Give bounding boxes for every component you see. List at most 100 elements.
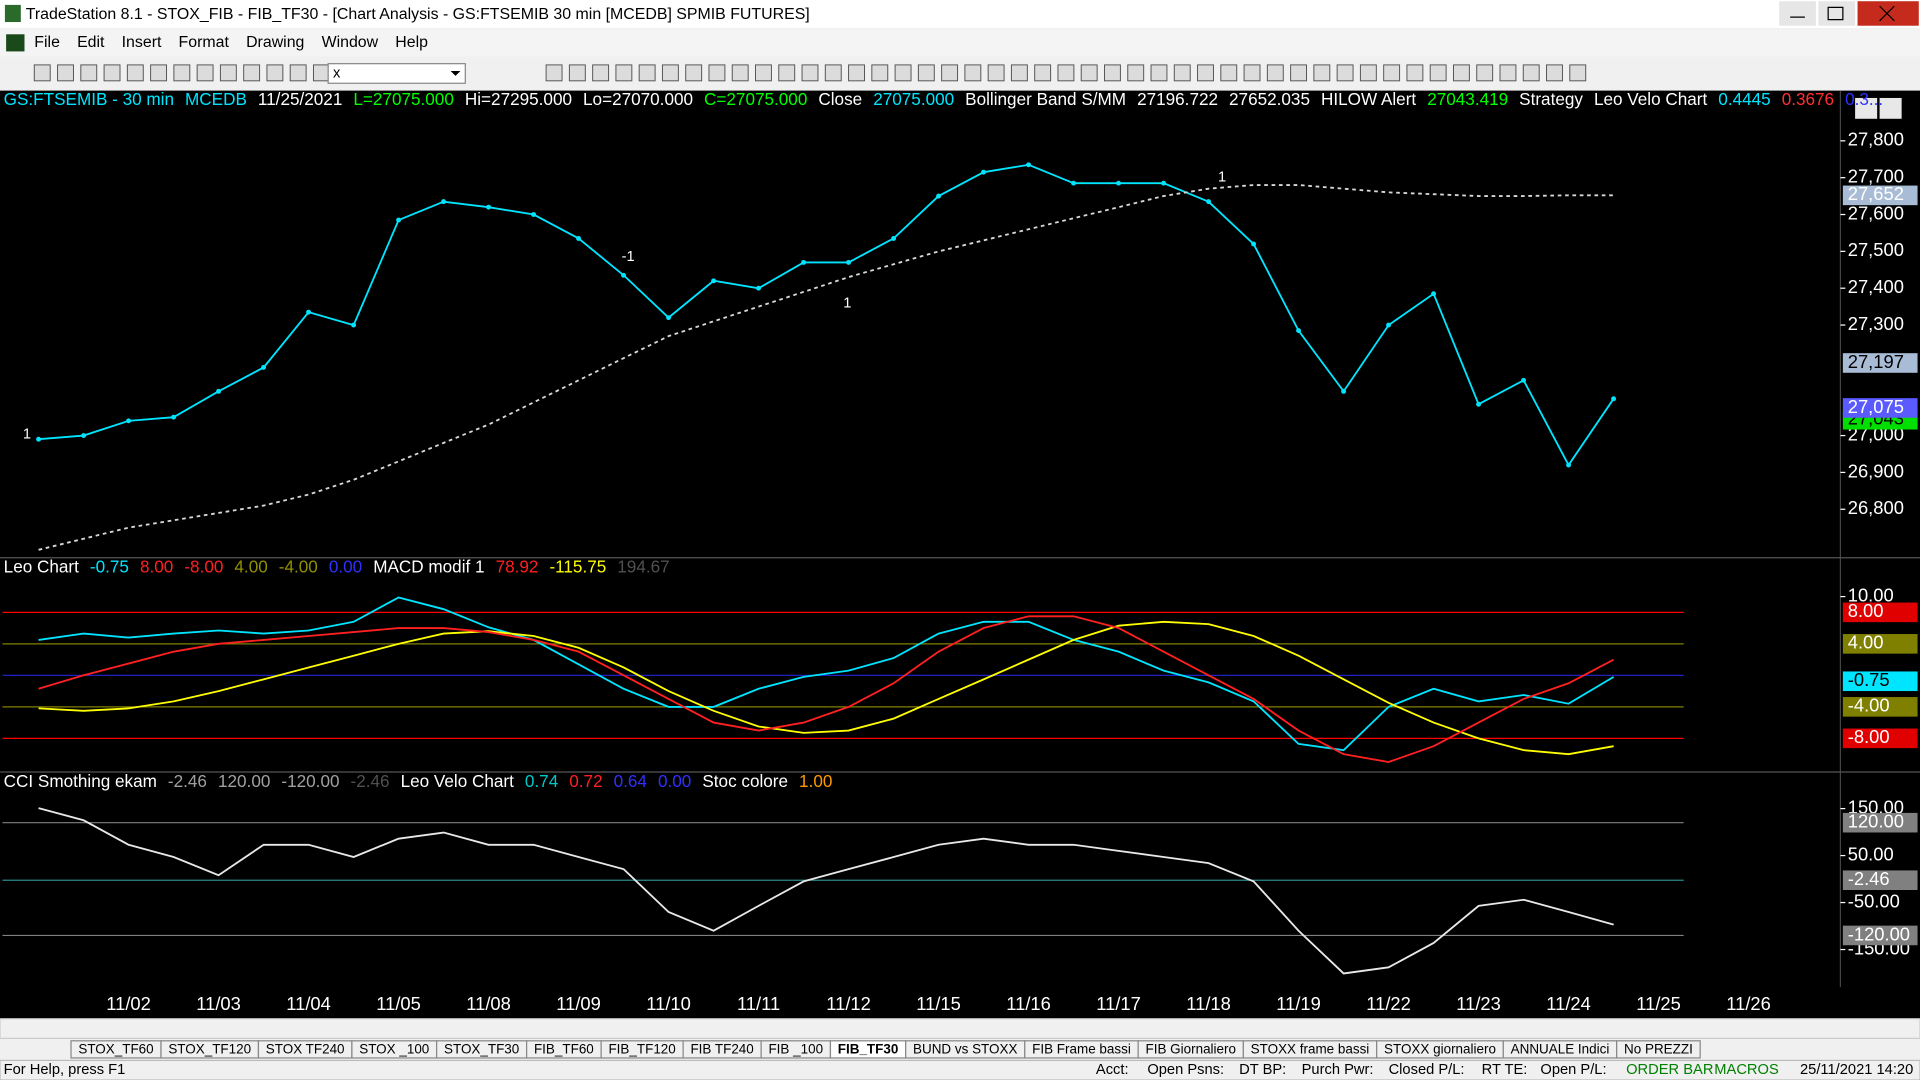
tool-icon[interactable]: [1104, 64, 1121, 82]
tool-icon[interactable]: [1173, 64, 1191, 82]
tool-icon[interactable]: [1569, 64, 1587, 82]
tool-icon[interactable]: [685, 64, 703, 82]
tool-icon[interactable]: [126, 64, 144, 82]
menu-item[interactable]: Drawing: [246, 34, 304, 51]
price-point: [666, 315, 672, 321]
tool-icon[interactable]: [1452, 64, 1470, 82]
tool-icon[interactable]: [1383, 64, 1401, 82]
minimize-button[interactable]: [1779, 1, 1816, 26]
tool-icon[interactable]: [1266, 64, 1284, 82]
tool-icon[interactable]: [1290, 64, 1308, 82]
tool-icon[interactable]: [196, 64, 214, 82]
price-point: [936, 193, 942, 199]
tool-icon[interactable]: [638, 64, 656, 82]
tool-icon[interactable]: [568, 64, 586, 82]
price-point: [576, 236, 582, 241]
x-tick-label: 11/10: [646, 993, 691, 1014]
tool-icon[interactable]: [150, 64, 168, 82]
price-point: [351, 322, 357, 328]
tool-icon[interactable]: [871, 64, 889, 82]
price-point: [306, 309, 312, 315]
tool-icon[interactable]: [1546, 64, 1563, 82]
tool-icon[interactable]: [312, 64, 330, 82]
price-point: [171, 414, 177, 420]
tool-icon[interactable]: [1359, 64, 1377, 82]
tool-icon[interactable]: [1034, 64, 1052, 82]
y-tick-label: 27,600: [1848, 202, 1904, 223]
maximize-button[interactable]: [1818, 1, 1856, 26]
tool-icon[interactable]: [103, 64, 121, 82]
tab-label: FIB Frame bassi: [1032, 1042, 1131, 1057]
tool-icon[interactable]: [1313, 64, 1331, 82]
tool-icon[interactable]: [1057, 64, 1075, 82]
tabs: STOX_TF60 STOX_TF120 STOX TF240 STOX _100 ST…: [70, 1040, 1701, 1059]
tool-icon[interactable]: [1220, 64, 1238, 82]
legend-item: 8.00: [140, 557, 173, 577]
scrollbar[interactable]: [0, 1018, 1920, 1039]
tool-icon[interactable]: [80, 64, 98, 82]
tool-icon[interactable]: [1197, 64, 1214, 82]
axis-marker: [1842, 398, 1918, 418]
tool-icon[interactable]: [1127, 64, 1145, 82]
tool-icon[interactable]: [1429, 64, 1447, 82]
tool-icon[interactable]: [848, 64, 865, 82]
tool-icon[interactable]: [1243, 64, 1261, 82]
tool-icon[interactable]: [33, 64, 51, 82]
tab[interactable]: [1616, 1040, 1701, 1059]
tool-icon[interactable]: [219, 64, 237, 82]
y-tick-label: -50.00: [1848, 890, 1900, 911]
price-point: [81, 433, 87, 439]
tool-icon[interactable]: [778, 64, 796, 82]
tool-icon[interactable]: [824, 64, 842, 82]
tool-icon[interactable]: [661, 64, 679, 82]
axis-marker: [1842, 812, 1918, 833]
menu-bar: [0, 29, 1920, 57]
tool-icon[interactable]: [592, 64, 610, 82]
tool-icon[interactable]: [266, 64, 284, 82]
tool-icon[interactable]: [1080, 64, 1098, 82]
menu-item[interactable]: Help: [395, 34, 428, 51]
tool-icon[interactable]: [1336, 64, 1354, 82]
signal-label: 1: [23, 427, 31, 443]
tool-icon[interactable]: [615, 64, 633, 82]
tool-icon[interactable]: [755, 64, 772, 82]
y-tick-label: 150.00: [1848, 796, 1904, 817]
tool-icon[interactable]: [917, 64, 935, 82]
tool-icon[interactable]: [987, 64, 1005, 82]
doc-icon: [6, 34, 25, 52]
menu-item[interactable]: Window: [322, 34, 379, 51]
tool-icon[interactable]: [173, 64, 191, 82]
menu-item[interactable]: Format: [179, 34, 230, 51]
menu-item[interactable]: Insert: [122, 34, 162, 51]
legend-item: 27196.722: [1137, 89, 1218, 109]
axis-marker: [1842, 728, 1918, 749]
tool-icon[interactable]: [708, 64, 726, 82]
axis-marker-label: 27,652: [1848, 183, 1904, 204]
tool-icon[interactable]: [1150, 64, 1168, 82]
menu-item[interactable]: File: [34, 34, 60, 51]
tool-icon[interactable]: [731, 64, 749, 82]
child-min[interactable]: [1855, 97, 1878, 119]
tool-icon[interactable]: [894, 64, 912, 82]
tool-icon[interactable]: [57, 64, 74, 82]
status-item: 25/11/2021 14:20: [1800, 1062, 1913, 1078]
symbol-box[interactable]: [327, 63, 466, 84]
tool-icon[interactable]: [964, 64, 982, 82]
tool-icon[interactable]: [801, 64, 819, 82]
tool-icon[interactable]: [1522, 64, 1540, 82]
tool-icon[interactable]: [1010, 64, 1028, 82]
x-tick-label: 11/25: [1636, 993, 1681, 1014]
menu-item[interactable]: Edit: [77, 34, 105, 51]
tool-icon[interactable]: [545, 64, 563, 82]
close-button[interactable]: [1857, 1, 1919, 26]
legend-item: MACD modif 1: [373, 557, 484, 577]
tool-icon[interactable]: [1499, 64, 1517, 82]
tool-icon[interactable]: [1406, 64, 1424, 82]
tool-icon[interactable]: [243, 64, 261, 82]
tool-icon[interactable]: [941, 64, 959, 82]
y-tick-label: 50.00: [1848, 843, 1894, 864]
tool-icon[interactable]: [289, 64, 307, 82]
child-restore[interactable]: [1879, 97, 1902, 119]
tab-label: ANNUALE Indici: [1511, 1042, 1610, 1057]
tool-icon[interactable]: [1476, 64, 1494, 82]
